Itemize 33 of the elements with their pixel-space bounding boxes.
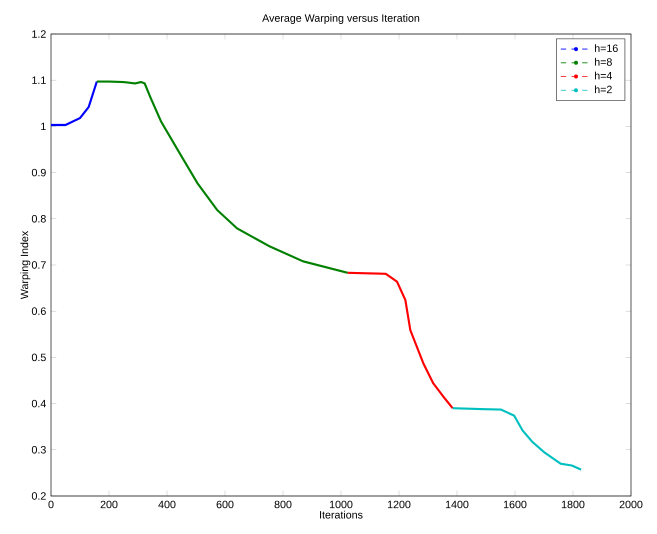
x-tick-label: 2000 — [620, 500, 642, 508]
line-series — [452, 407, 582, 471]
y-tick-label: 1.1 — [32, 76, 46, 84]
y-tick-label: 0.6 — [32, 307, 46, 315]
y-tick-label: 0.2 — [32, 492, 46, 500]
x-tick-label: 1600 — [504, 500, 526, 508]
y-tick-label: 0.8 — [32, 215, 46, 223]
y-tick-label: 1.2 — [32, 30, 46, 38]
x-tick-label: 600 — [216, 500, 234, 508]
y-tick-label: 0.9 — [32, 168, 46, 176]
x-tick-label: 1400 — [446, 500, 468, 508]
x-tick-label: 400 — [158, 500, 176, 508]
line-series — [346, 272, 454, 410]
y-axis-title: Warping Index — [20, 230, 30, 300]
y-tick-label: 0.4 — [32, 400, 46, 408]
x-tick-label: 800 — [274, 500, 292, 508]
legend-label: h=8 — [594, 58, 612, 66]
legend-label: h=4 — [594, 72, 612, 80]
y-tick-label: 0.5 — [32, 354, 46, 362]
legend-label: h=2 — [594, 85, 612, 94]
x-tick-label: 1200 — [388, 500, 410, 508]
y-tick-label: 1 — [41, 122, 46, 130]
line-series — [96, 80, 349, 274]
y-tick-label: 0.7 — [32, 261, 46, 269]
x-tick-label: 0 — [48, 500, 54, 508]
x-tick-label: 200 — [100, 500, 118, 508]
legend-label: h=16 — [594, 44, 618, 52]
chart-title: Average Warping versus Iteration — [262, 14, 420, 24]
x-tick-label: 1000 — [330, 500, 352, 508]
x-axis-title: Iterations — [320, 510, 363, 519]
x-tick-label: 1800 — [562, 500, 584, 508]
line-series — [51, 80, 98, 126]
y-tick-label: 0.3 — [32, 446, 46, 454]
